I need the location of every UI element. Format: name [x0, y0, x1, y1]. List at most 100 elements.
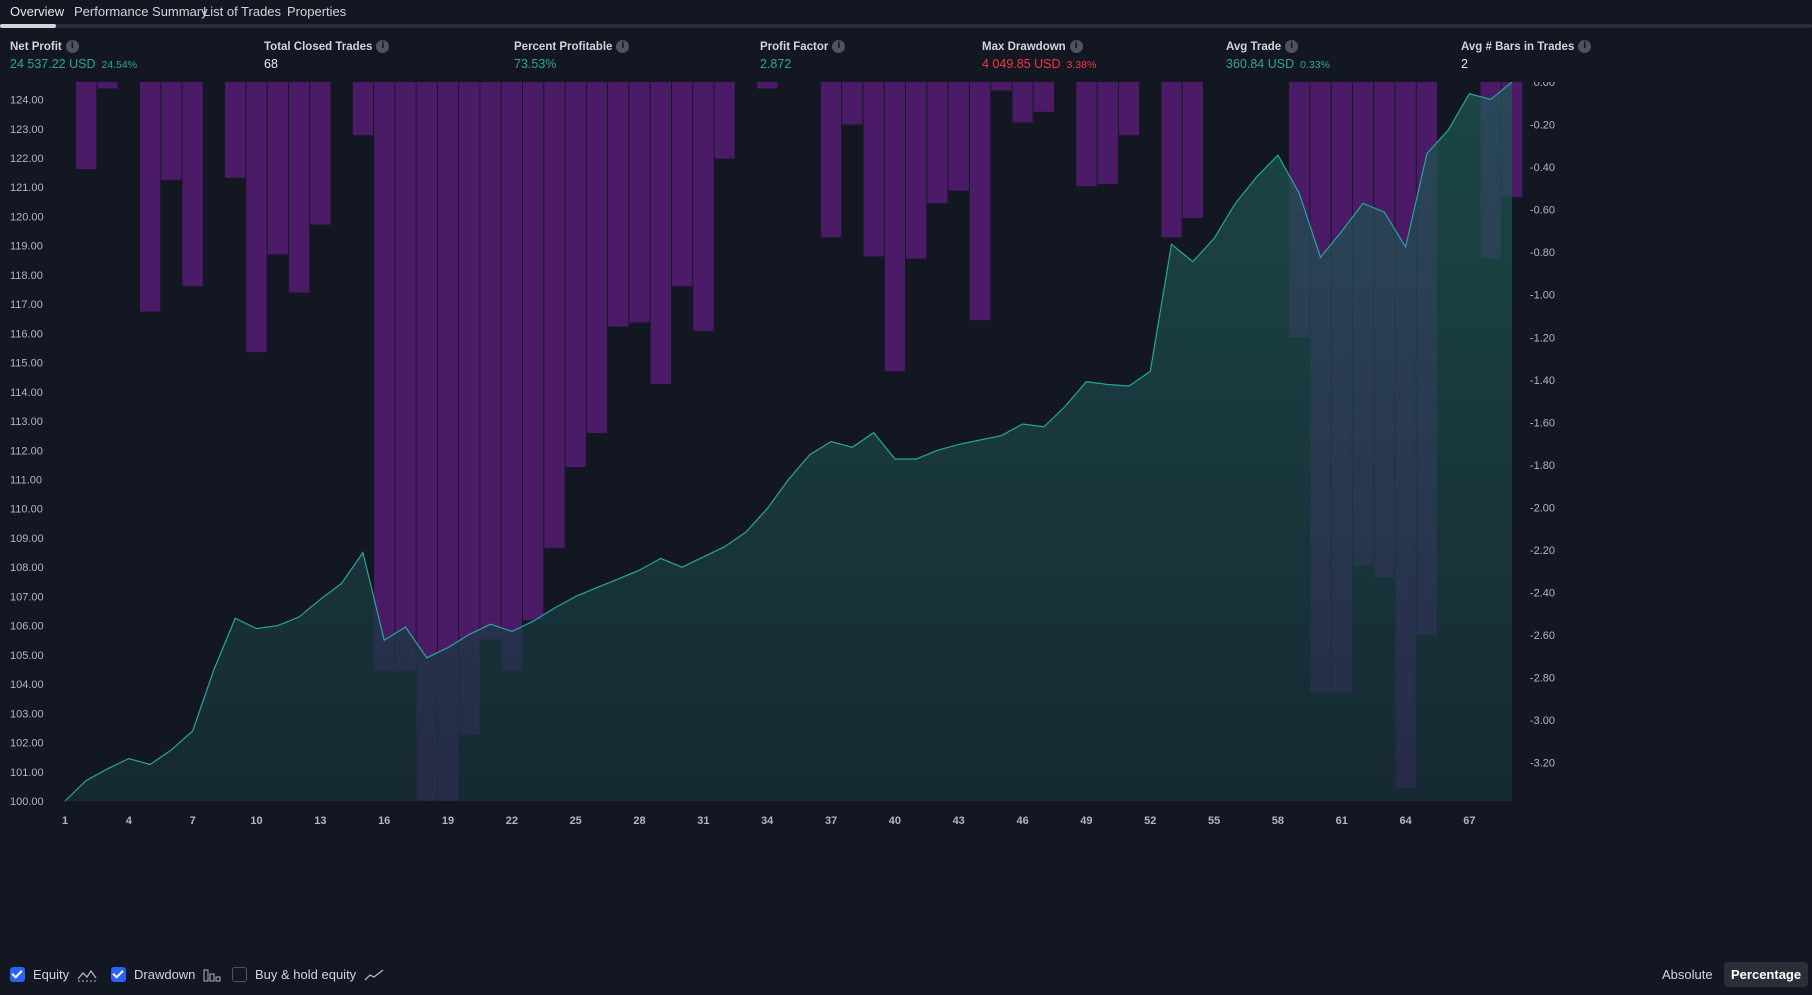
drawdown-bar: [565, 82, 586, 467]
drawdown-bar: [757, 82, 778, 89]
drawdown-bar: [140, 82, 161, 312]
equity-fill: [65, 82, 1512, 801]
left-axis-tick: 103.00: [10, 708, 44, 720]
drawdown-bar: [672, 82, 693, 287]
info-icon[interactable]: i: [376, 40, 390, 53]
drawdown-bar: [288, 82, 310, 293]
x-axis-tick: 37: [825, 815, 837, 827]
left-axis-tick: 113.00: [10, 416, 43, 428]
tab-properties[interactable]: Properties: [287, 4, 347, 19]
drawdown-bar: [1033, 82, 1054, 112]
left-axis-tick: 121.00: [10, 182, 44, 194]
drawdown-toggle[interactable]: Drawdown: [111, 967, 221, 982]
left-axis-tick: 116.00: [10, 328, 43, 340]
drawdown-bar: [1118, 82, 1140, 136]
right-axis-tick: -0.60: [1530, 205, 1555, 217]
right-axis-tick: -2.00: [1530, 502, 1555, 514]
stat-avg-bars: Avg # Bars in Trades i 2: [1461, 40, 1592, 71]
equity-label: Equity: [33, 967, 70, 982]
drawdown-checkbox[interactable]: [111, 967, 126, 982]
stat-value: 4 049.85 USD: [982, 57, 1061, 71]
equity-checkbox[interactable]: [10, 967, 25, 982]
drawdown-bars-icon: [203, 969, 221, 981]
drawdown-bar: [714, 82, 735, 159]
stat-label: Profit Factor: [760, 40, 829, 53]
drawdown-bar: [267, 82, 288, 255]
stat-label: Net Profit: [10, 40, 62, 53]
drawdown-bar: [863, 82, 884, 257]
x-axis-tick: 49: [1080, 815, 1092, 827]
drawdown-bar: [969, 82, 991, 321]
drawdown-bar: [948, 82, 969, 191]
right-axis-tick: -2.20: [1530, 545, 1555, 557]
drawdown-bar: [650, 82, 671, 385]
info-icon[interactable]: i: [1578, 40, 1592, 53]
active-tab-indicator: [0, 24, 56, 28]
info-icon[interactable]: i: [1285, 40, 1299, 53]
left-axis-tick: 108.00: [10, 562, 44, 574]
right-axis-tick: -1.80: [1530, 460, 1555, 472]
x-axis-tick: 7: [190, 815, 196, 827]
stat-sub-value: 24.54%: [101, 59, 138, 71]
drawdown-bar: [501, 82, 522, 672]
tab-list-of-trades[interactable]: List of Trades: [203, 4, 282, 19]
info-icon[interactable]: i: [832, 40, 846, 53]
stats-bar: Net Profit i 24 537.22 USD 24.54% Total Cl…: [0, 40, 1812, 80]
tab-bar: Overview Performance Summary List of Tra…: [0, 0, 1812, 28]
x-axis-tick: 10: [250, 815, 262, 827]
drawdown-bar: [1012, 82, 1033, 123]
drawdown-bar: [225, 82, 246, 178]
x-axis-tick: 22: [506, 815, 518, 827]
drawdown-bar: [586, 82, 608, 433]
tab-track: [0, 24, 1812, 28]
left-axis-tick: 122.00: [10, 153, 44, 165]
equity-drawdown-chart[interactable]: 124.00 123.00 122.00 121.00 120.00 119.00 118.…: [0, 82, 1812, 956]
info-icon[interactable]: i: [1069, 40, 1083, 53]
drawdown-bar: [693, 82, 714, 331]
right-axis-tick: -0.20: [1530, 120, 1555, 132]
x-axis-tick: 25: [570, 815, 582, 827]
stat-sub-value: 3.38%: [1066, 59, 1097, 71]
left-axis-tick: 111.00: [10, 475, 42, 487]
drawdown-bar: [76, 82, 97, 170]
tab-overview[interactable]: Overview: [10, 4, 65, 19]
left-axis-tick: 107.00: [10, 591, 44, 603]
x-axis-tick: 58: [1272, 815, 1284, 827]
absolute-toggle[interactable]: Absolute: [1662, 967, 1713, 982]
x-axis-tick: 64: [1399, 815, 1412, 827]
stat-value: 360.84 USD: [1226, 57, 1295, 71]
stat-profit-factor: Profit Factor i 2.872: [760, 40, 846, 71]
left-axis-tick: 100.00: [10, 796, 44, 808]
buy-hold-checkbox[interactable]: [232, 967, 247, 982]
right-axis-tick: -1.00: [1530, 290, 1555, 302]
stat-max-drawdown: Max Drawdown i 4 049.85 USD 3.38%: [982, 40, 1096, 71]
tab-performance-summary[interactable]: Performance Summary: [74, 4, 208, 19]
equity-toggle[interactable]: Equity: [10, 967, 97, 982]
stat-value: 24 537.22 USD: [10, 57, 96, 71]
right-axis: 0.00 -0.20 -0.40 -0.60 -0.80 -1.00 -1.20 -1.40 -…: [1530, 82, 1555, 770]
stat-label: Avg Trade: [1226, 40, 1282, 53]
right-axis-tick: -1.40: [1530, 375, 1555, 387]
drawdown-bar: [352, 82, 374, 136]
stat-percent-profitable: Percent Profitable i 73.53%: [514, 40, 630, 71]
right-axis-tick: -2.80: [1530, 673, 1555, 685]
drawdown-bar: [1161, 82, 1182, 238]
drawdown-bar: [395, 82, 416, 672]
drawdown-bar: [416, 82, 437, 801]
percentage-toggle[interactable]: Percentage: [1724, 962, 1809, 987]
right-axis-tick: -1.60: [1530, 417, 1555, 429]
buy-hold-line-icon: [364, 968, 384, 980]
drawdown-bar: [927, 82, 948, 204]
stat-label: Percent Profitable: [514, 40, 613, 53]
stat-value: 2: [1461, 57, 1468, 71]
stat-value: 68: [264, 57, 278, 71]
buy-hold-label: Buy & hold equity: [255, 967, 357, 982]
info-icon[interactable]: i: [616, 40, 630, 53]
x-axis-tick: 31: [697, 815, 709, 827]
drawdown-bar: [991, 82, 1012, 91]
info-icon[interactable]: i: [65, 40, 79, 53]
buy-hold-toggle[interactable]: Buy & hold equity: [232, 967, 384, 982]
stat-net-profit: Net Profit i 24 537.22 USD 24.54%: [10, 40, 137, 71]
left-axis-tick: 117.00: [10, 299, 43, 311]
equity-line-icon: [77, 969, 97, 981]
